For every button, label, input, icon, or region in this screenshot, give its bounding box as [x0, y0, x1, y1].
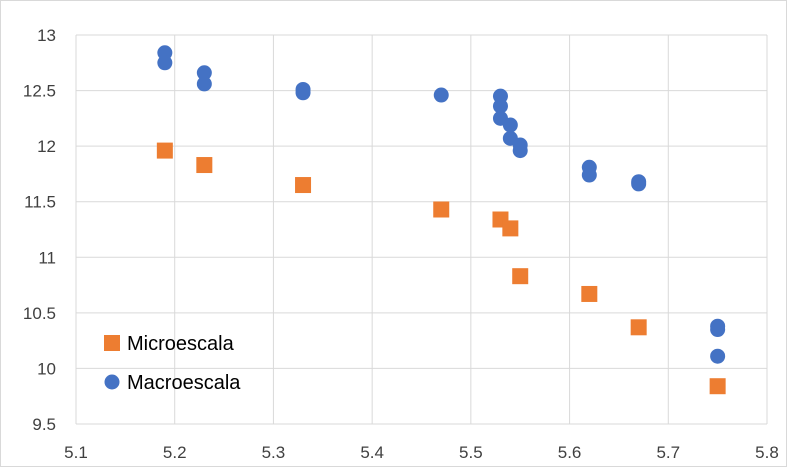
data-point-square [156, 142, 173, 159]
data-point-circle [295, 85, 311, 101]
x-tick-label: 5.3 [262, 443, 286, 462]
data-point-square [295, 177, 312, 194]
legend-label: Macroescala [127, 372, 241, 394]
grid [75, 34, 768, 425]
y-tick-label: 13 [37, 26, 56, 45]
x-tick-label: 5.5 [459, 443, 483, 462]
y-tick-label: 12 [37, 137, 56, 156]
x-tick-label: 5.4 [360, 443, 384, 462]
data-point-square [433, 201, 450, 218]
data-point-square [512, 268, 529, 285]
y-tick-label: 12.5 [23, 82, 56, 101]
x-tick-label: 5.1 [64, 443, 88, 462]
plot-area [156, 45, 726, 395]
x-tick-label: 5.7 [656, 443, 680, 462]
data-point-circle [196, 65, 212, 81]
data-point-circle [631, 176, 647, 192]
data-point-square [502, 220, 519, 237]
x-tick-label: 5.8 [755, 443, 779, 462]
legend-marker-circle [104, 374, 120, 390]
data-point-circle [433, 87, 449, 103]
legend-marker-square [104, 335, 120, 351]
data-point-circle [710, 348, 726, 364]
data-point-circle [581, 167, 597, 183]
data-point-circle [502, 117, 518, 133]
data-point-circle [492, 98, 508, 114]
data-point-circle [196, 76, 212, 92]
legend-label: Microescala [127, 333, 235, 355]
data-point-circle [710, 322, 726, 338]
y-tick-label: 9.5 [32, 415, 56, 434]
y-tick-label: 10 [37, 359, 56, 378]
x-tick-label: 5.6 [558, 443, 582, 462]
y-tick-label: 11 [38, 248, 56, 267]
data-point-square [630, 319, 647, 336]
x-tick-label: 5.2 [163, 443, 187, 462]
data-point-square [581, 285, 598, 302]
y-tick-label: 10.5 [23, 304, 56, 323]
axes: 5.1 5.2 5.3 5.4 5.5 5.6 5.7 5.8 9.5 10 10.5 11 11.5 1… [23, 26, 779, 462]
data-point-square [196, 157, 213, 174]
y-tick-label: 11.5 [24, 193, 56, 212]
legend: Microescala Macroescala [104, 333, 241, 394]
data-point-circle [157, 55, 173, 71]
data-point-square [709, 378, 726, 395]
data-point-circle [512, 143, 528, 159]
